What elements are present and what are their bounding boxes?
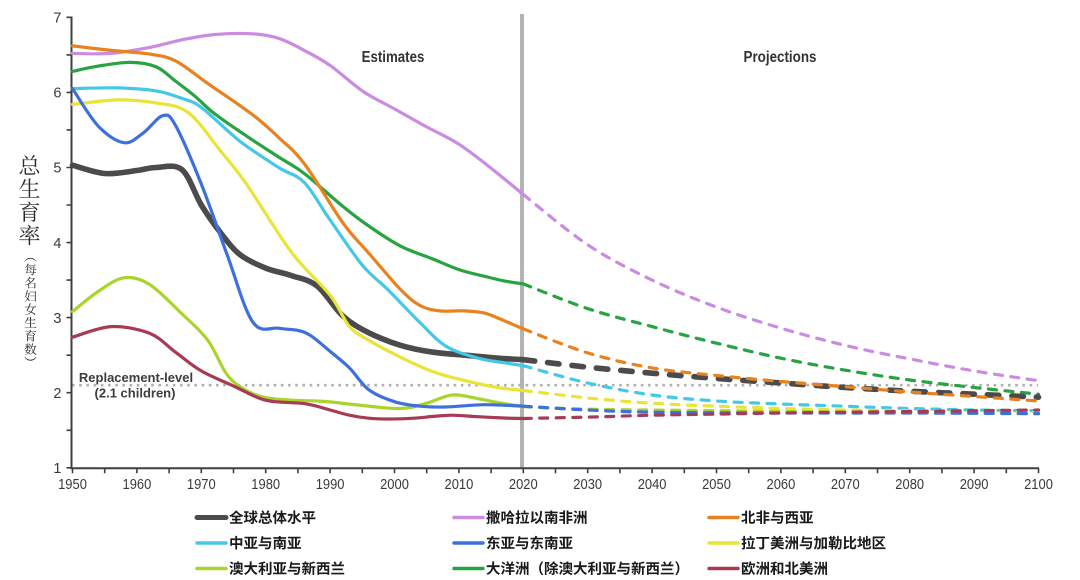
svg-text:2050: 2050	[702, 477, 731, 493]
svg-text:2090: 2090	[960, 477, 989, 493]
svg-text:6: 6	[53, 86, 61, 102]
svg-text:Estimates: Estimates	[362, 49, 425, 66]
svg-text:1950: 1950	[58, 477, 87, 493]
svg-text:7: 7	[53, 11, 61, 27]
svg-text:(2.1 children): (2.1 children)	[95, 386, 176, 401]
svg-text:1970: 1970	[187, 477, 216, 493]
svg-text:2100: 2100	[1024, 477, 1053, 493]
svg-text:2040: 2040	[638, 477, 667, 493]
svg-text:Replacement-level: Replacement-level	[79, 370, 193, 385]
svg-text:1960: 1960	[123, 477, 152, 493]
svg-text:4: 4	[53, 236, 61, 252]
svg-text:2070: 2070	[831, 477, 860, 493]
svg-text:2060: 2060	[767, 477, 796, 493]
svg-text:1: 1	[53, 461, 61, 477]
svg-text:2080: 2080	[895, 477, 924, 493]
svg-text:2030: 2030	[573, 477, 602, 493]
svg-text:1980: 1980	[251, 477, 280, 493]
svg-text:2020: 2020	[509, 477, 538, 493]
svg-text:2010: 2010	[445, 477, 474, 493]
svg-text:2000: 2000	[380, 477, 409, 493]
svg-text:3: 3	[53, 311, 61, 327]
svg-text:Projections: Projections	[744, 49, 817, 66]
svg-text:5: 5	[53, 161, 61, 177]
svg-text:2: 2	[53, 386, 61, 402]
svg-text:1990: 1990	[316, 477, 345, 493]
